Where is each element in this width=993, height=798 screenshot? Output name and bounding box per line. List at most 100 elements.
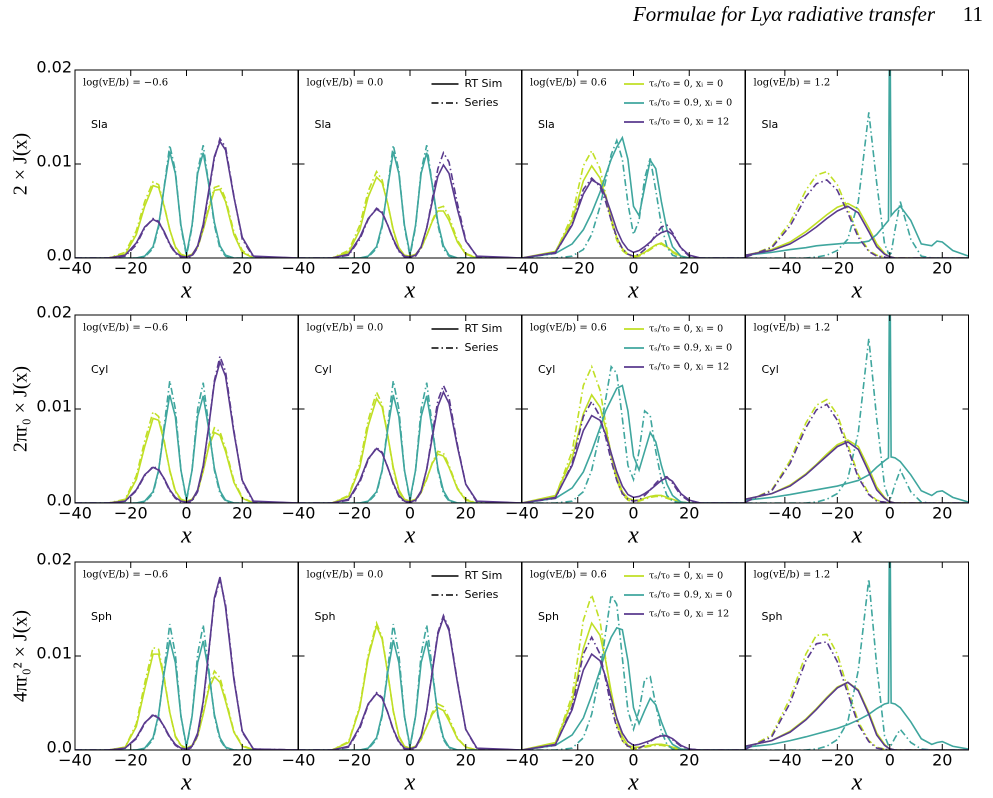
x-tick-label: 20 xyxy=(932,751,952,770)
x-tick-label: −40 xyxy=(768,504,802,523)
x-tick-label: −20 xyxy=(561,751,595,770)
geometry-label: Sla xyxy=(91,118,108,131)
x-tick-label: 20 xyxy=(456,504,476,523)
geometry-label: Sph xyxy=(315,610,336,623)
y-tick-label: 0.02 xyxy=(36,58,72,77)
series-line xyxy=(298,175,522,258)
y-tick-label: 0.0 xyxy=(47,246,72,265)
page-title: Formulae for Lyα radiative transfer xyxy=(632,2,936,26)
axes-frame xyxy=(74,561,299,751)
series-line xyxy=(522,384,745,503)
x-tick-label: −40 xyxy=(505,259,539,278)
annotation: log(vE/b) = −0.6 xyxy=(83,78,168,89)
x-axis-label: x xyxy=(627,523,639,549)
series-line xyxy=(522,149,745,258)
x-tick-label: −20 xyxy=(820,504,854,523)
annotation: log(vE/b) = 0.6 xyxy=(530,323,607,334)
series-line xyxy=(745,205,969,258)
series-line xyxy=(298,390,522,503)
x-axis-label: x xyxy=(404,770,416,796)
y-axis-label: 2πr₀ × J(x) xyxy=(10,366,32,452)
series-line xyxy=(75,353,298,503)
x-tick-label: −40 xyxy=(282,259,316,278)
series-line xyxy=(298,380,522,503)
series-line xyxy=(745,641,969,750)
legend-label: Series xyxy=(465,96,499,109)
x-axis-label: x xyxy=(627,278,639,304)
x-tick-label: 0 xyxy=(885,751,895,770)
series-line xyxy=(745,338,969,503)
series-line xyxy=(75,180,298,258)
geometry-label: Cyl xyxy=(762,363,779,376)
series-line xyxy=(522,592,745,750)
x-axis-label: x xyxy=(851,278,863,304)
series-line xyxy=(75,136,298,258)
x-tick-label: 20 xyxy=(232,504,252,523)
series-line xyxy=(298,150,522,258)
x-tick-label: −20 xyxy=(561,504,595,523)
annotation: log(vE/b) = 1.2 xyxy=(754,323,831,334)
x-tick-label: 20 xyxy=(456,751,476,770)
series-line xyxy=(75,380,298,503)
x-tick-label: 0 xyxy=(405,751,415,770)
series-line xyxy=(522,364,745,503)
page-number: 11 xyxy=(963,2,983,26)
series-line xyxy=(522,176,745,258)
series-line xyxy=(298,639,522,750)
legend-label: Series xyxy=(465,341,499,354)
series-line xyxy=(298,620,522,750)
series-line xyxy=(298,396,522,503)
series-line xyxy=(75,579,298,750)
x-tick-label: 0 xyxy=(885,259,895,278)
x-axis-label: x xyxy=(180,523,192,549)
legend-label: τₛ/τ₀ = 0.9, xᵢ = 0 xyxy=(649,343,732,354)
y-tick-label: 0.01 xyxy=(36,152,72,171)
x-tick-label: −40 xyxy=(768,259,802,278)
axes-frame xyxy=(745,314,969,504)
y-axis-label: 4πr₀² × J(x) xyxy=(10,610,32,702)
axes-frame xyxy=(74,314,299,504)
geometry-label: Sph xyxy=(91,610,112,623)
x-tick-label: −20 xyxy=(114,751,148,770)
series-line xyxy=(75,417,298,503)
x-tick-label: −20 xyxy=(114,259,148,278)
geometry-label: Sph xyxy=(538,610,559,623)
geometry-label: Cyl xyxy=(538,363,555,376)
x-tick-label: 0 xyxy=(405,259,415,278)
series-line xyxy=(298,389,522,503)
series-line xyxy=(745,170,969,258)
geometry-label: Sla xyxy=(315,118,332,131)
annotation: log(vE/b) = −0.6 xyxy=(83,570,168,581)
geometry-label: Sla xyxy=(762,118,779,131)
y-axis-label: 2 × J(x) xyxy=(10,133,32,195)
y-tick-label: 0.01 xyxy=(36,644,72,663)
legend-label: τₛ/τ₀ = 0, xᵢ = 12 xyxy=(649,117,729,128)
series-line xyxy=(75,184,298,258)
legend-label: τₛ/τ₀ = 0.9, xᵢ = 0 xyxy=(649,590,732,601)
series-line xyxy=(75,139,298,258)
x-tick-label: −20 xyxy=(337,751,371,770)
annotation: log(vE/b) = 0.6 xyxy=(530,78,607,89)
x-tick-label: 20 xyxy=(679,504,699,523)
annotation: log(vE/b) = 0.0 xyxy=(307,78,384,89)
series-line xyxy=(298,394,522,503)
series-line xyxy=(75,576,298,750)
series-line xyxy=(298,623,522,750)
series-line xyxy=(75,646,298,750)
series-line xyxy=(745,398,969,503)
series-line xyxy=(522,364,745,503)
series-line xyxy=(75,151,298,258)
y-tick-label: 0.0 xyxy=(47,738,72,757)
x-tick-label: 0 xyxy=(885,504,895,523)
x-tick-label: −40 xyxy=(58,751,92,770)
series-line xyxy=(75,145,298,258)
x-tick-label: −40 xyxy=(505,504,539,523)
series-line xyxy=(522,164,745,258)
series-line xyxy=(745,440,969,503)
legend-label: τₛ/τ₀ = 0.9, xᵢ = 0 xyxy=(649,98,732,109)
x-tick-label: −20 xyxy=(820,259,854,278)
series-line xyxy=(298,615,522,750)
series-line xyxy=(75,639,298,750)
legend-label: RT Sim xyxy=(465,77,503,90)
